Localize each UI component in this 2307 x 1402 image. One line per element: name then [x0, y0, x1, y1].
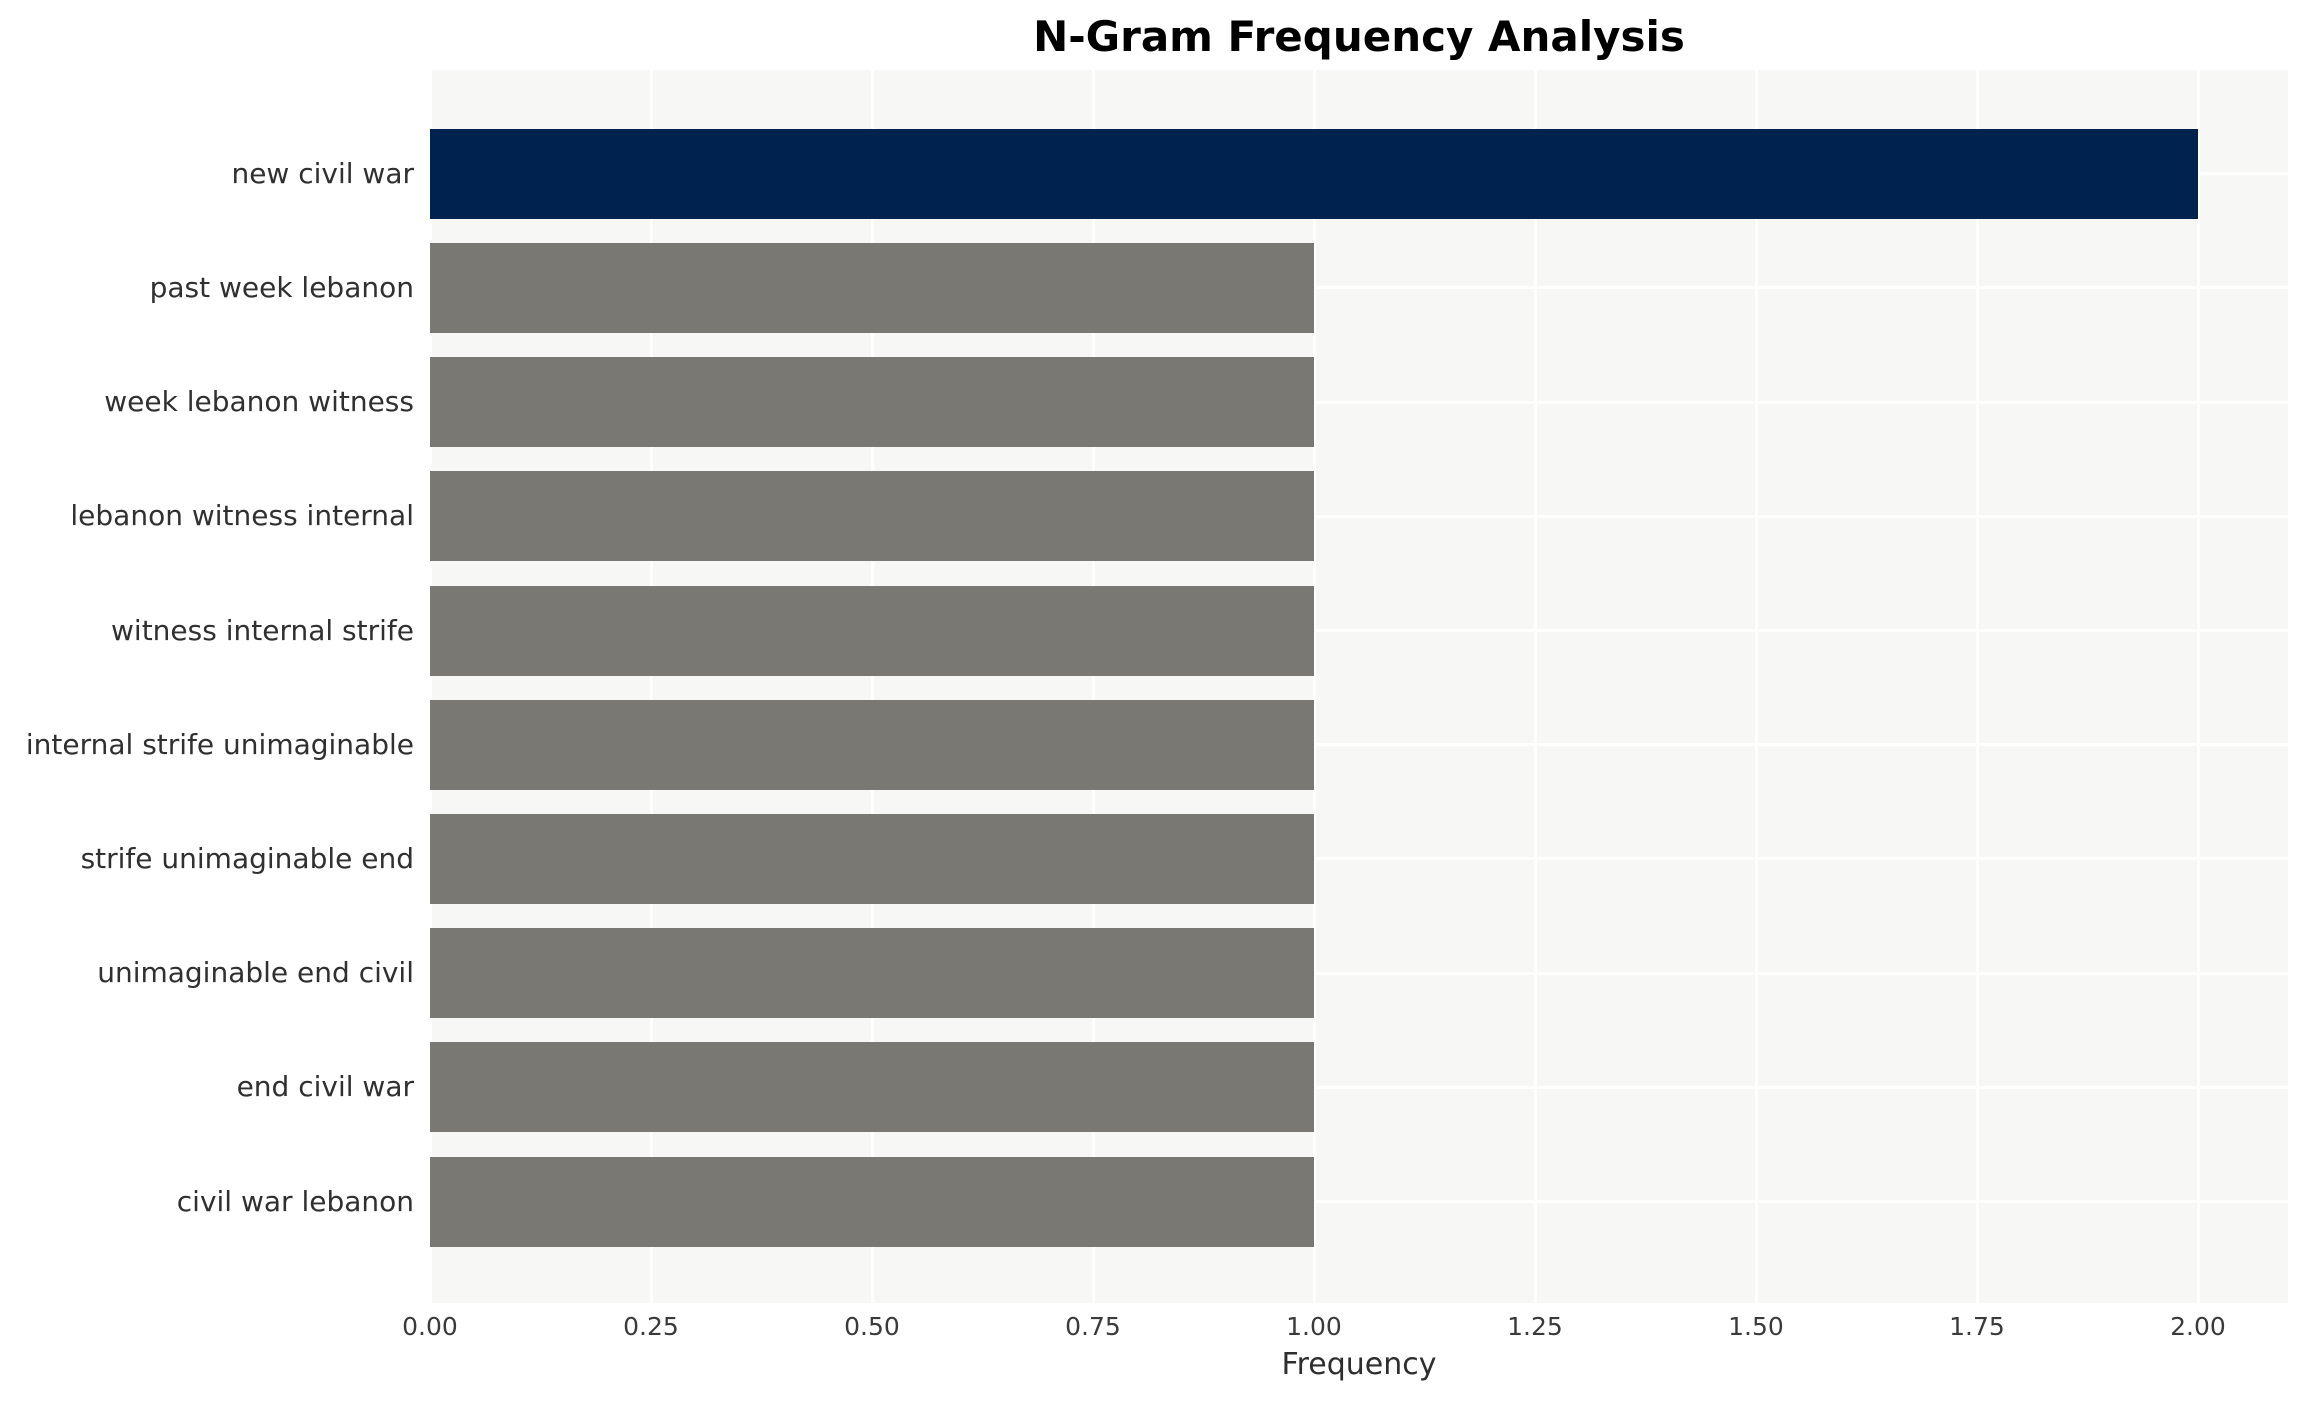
gridline-vertical — [1754, 70, 1758, 1303]
x-tick-label: 0.00 — [402, 1312, 458, 1341]
bar-lebanon-witness-internal — [430, 471, 1314, 562]
gridline-vertical — [1975, 70, 1979, 1303]
x-tick-label: 1.50 — [1728, 1312, 1784, 1341]
gridline-vertical — [2196, 70, 2200, 1303]
y-tick-label-past-week-lebanon: past week lebanon — [149, 270, 414, 304]
gridline-vertical — [1091, 70, 1095, 1303]
x-tick-label: 0.50 — [844, 1312, 900, 1341]
gridline-vertical — [430, 70, 432, 1303]
gridline-horizontal — [430, 286, 2288, 290]
y-tick-label-lebanon-witness-internal: lebanon witness internal — [70, 499, 414, 533]
bar-witness-internal-strife — [430, 585, 1314, 676]
y-tick-label-witness-internal-strife: witness internal strife — [111, 613, 414, 647]
bar-end-civil-war — [430, 1042, 1314, 1133]
gridline-horizontal — [430, 743, 2288, 747]
gridline-horizontal — [430, 514, 2288, 518]
y-tick-label-unimaginable-end-civil: unimaginable end civil — [97, 956, 414, 990]
bar-strife-unimaginable-end — [430, 813, 1314, 904]
gridline-horizontal — [430, 857, 2288, 861]
x-tick-label: 0.75 — [1065, 1312, 1121, 1341]
gridline-vertical — [1312, 70, 1316, 1303]
bar-week-lebanon-witness — [430, 357, 1314, 448]
gridline-vertical — [870, 70, 874, 1303]
y-tick-label-end-civil-war: end civil war — [236, 1070, 414, 1104]
gridline-horizontal — [430, 629, 2288, 632]
x-axis-title: Frequency — [1281, 1347, 1437, 1382]
y-tick-label-new-civil-war: new civil war — [231, 156, 414, 190]
x-tick-label: 1.25 — [1507, 1312, 1563, 1341]
x-tick-label: 0.25 — [623, 1312, 679, 1341]
gridline-horizontal — [430, 400, 2288, 404]
y-tick-label-internal-strife-unimaginable: internal strife unimaginable — [25, 727, 414, 761]
bar-internal-strife-unimaginable — [430, 699, 1314, 790]
bar-civil-war-lebanon — [430, 1156, 1314, 1247]
y-tick-label-civil-war-lebanon: civil war lebanon — [176, 1184, 414, 1218]
bar-past-week-lebanon — [430, 242, 1314, 333]
gridline-horizontal — [430, 1085, 2288, 1089]
x-tick-label: 1.00 — [1286, 1312, 1342, 1341]
chart-title: N-Gram Frequency Analysis — [1033, 12, 1685, 61]
bar-unimaginable-end-civil — [430, 928, 1314, 1019]
x-tick-label: 1.75 — [1949, 1312, 2005, 1341]
gridline-horizontal — [430, 1200, 2288, 1203]
y-tick-label-week-lebanon-witness: week lebanon witness — [104, 385, 414, 419]
plot-area — [430, 70, 2288, 1303]
gridline-vertical — [1533, 70, 1537, 1303]
gridline-vertical — [649, 70, 653, 1303]
x-tick-label: 2.00 — [2170, 1312, 2226, 1341]
bar-new-civil-war — [430, 128, 2198, 219]
gridline-horizontal — [430, 971, 2288, 975]
y-tick-label-strife-unimaginable-end: strife unimaginable end — [80, 841, 414, 875]
